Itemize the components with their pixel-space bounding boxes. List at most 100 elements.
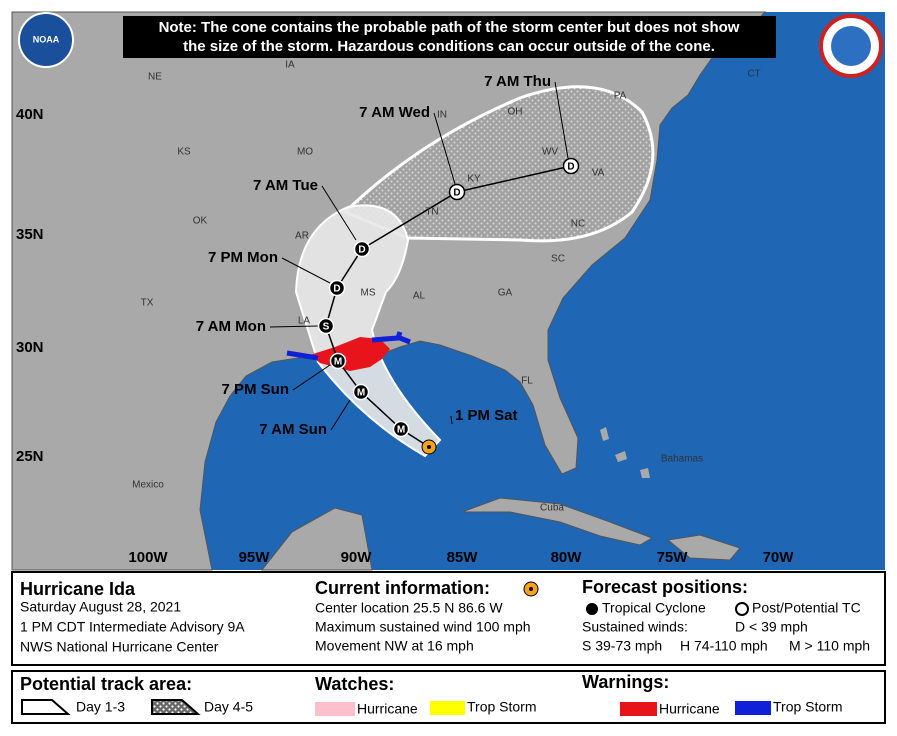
leader-line: [269, 325, 319, 328]
note-line: the size of the storm. Hazardous conditi…: [183, 38, 715, 55]
lat-label: 30N: [16, 339, 44, 356]
region-label: AL: [413, 291, 426, 302]
office: NWS National Hurricane Center: [20, 639, 219, 655]
movement: Movement NW at 16 mph: [315, 638, 474, 654]
post-tc-icon: [735, 602, 749, 616]
hurricane-warning-swatch: [620, 702, 657, 716]
hurricane-warning-label: Hurricane: [659, 701, 720, 717]
center-location: Center location 25.5 N 86.6 W: [315, 600, 503, 616]
region-label: GA: [498, 288, 513, 299]
leader-line: [450, 415, 453, 425]
lon-label: 100W: [128, 549, 168, 566]
region-label: LA: [298, 316, 311, 327]
lon-label: 95W: [239, 549, 271, 566]
region-label: NE: [148, 72, 162, 83]
leader-line: [321, 185, 357, 241]
region-label: Bahamas: [661, 454, 703, 465]
region-label: SC: [551, 254, 565, 265]
bahamas: [600, 427, 650, 478]
forecast-symbol: M: [397, 425, 405, 436]
forecast-time: 7 PM Mon: [208, 249, 278, 266]
lat-label: 40N: [16, 106, 44, 123]
region-label: Cuba: [540, 503, 564, 514]
ts-warning-label: Trop Storm: [773, 699, 843, 715]
forecast-point: [329, 352, 347, 370]
leader-line: [330, 399, 351, 431]
storm-name: Hurricane Ida: [20, 579, 136, 599]
ts-warning-swatch: [735, 701, 771, 715]
sustained-winds: Sustained winds:: [582, 619, 688, 635]
hispaniola: [666, 534, 741, 561]
forecast-point: [353, 240, 371, 258]
region-label: WV: [542, 147, 558, 158]
region-label: OK: [193, 216, 208, 227]
tc-label: Tropical Cyclone: [602, 600, 706, 616]
forecast-time: 1 PM Sat: [455, 407, 518, 424]
forecast-time: 7 AM Sun: [259, 421, 327, 438]
day45-icon: [151, 699, 201, 715]
forecast-time: 7 AM Thu: [484, 73, 551, 90]
note-line: Note: The cone contains the probable pat…: [159, 19, 740, 36]
lon-label: 70W: [763, 549, 795, 566]
cuba: [461, 497, 654, 546]
note-box: [123, 16, 776, 58]
forecast-symbol: D: [333, 284, 340, 295]
lon-label: 80W: [551, 549, 583, 566]
region-label: TN: [425, 207, 438, 218]
nws-logo-center: [831, 26, 871, 66]
hurricane-watch-label: Hurricane: [357, 701, 418, 717]
wind-m: M > 110 mph: [789, 638, 870, 654]
region-label: MS: [361, 288, 376, 299]
region-label: MO: [297, 147, 313, 158]
day45-label: Day 4-5: [204, 699, 253, 715]
track-area-heading: Potential track area:: [20, 674, 192, 694]
ts-watch-swatch: [430, 701, 465, 715]
tropical-storm-warning: [286, 331, 411, 361]
forecast-symbol: M: [357, 388, 365, 399]
forecast-symbol: D: [358, 245, 365, 256]
storm-date: Saturday August 28, 2021: [20, 599, 181, 615]
forecast-symbol: M: [334, 357, 342, 368]
region-label: NC: [571, 219, 585, 230]
region-label: VA: [592, 168, 605, 179]
region-label: AR: [295, 231, 309, 242]
yucatan: [260, 507, 373, 571]
day13-icon: [21, 699, 71, 715]
tc-icon: [586, 603, 598, 615]
leader-line: [554, 81, 569, 159]
region-label: TX: [141, 298, 154, 309]
forecast-point: [328, 279, 346, 297]
advisory: 1 PM CDT Intermediate Advisory 9A: [20, 619, 245, 635]
current-icon-dot: [529, 587, 533, 591]
hurricane-watch-swatch: [315, 702, 355, 716]
forecast-point: [352, 383, 370, 401]
day13-label: Day 1-3: [76, 699, 125, 715]
forecast-symbol: D: [453, 188, 460, 199]
info-panel: [11, 571, 886, 666]
region-label: OH: [508, 107, 523, 118]
watches-heading: Watches:: [315, 674, 394, 694]
region-label: IN: [437, 110, 447, 121]
forecast-time: 7 AM Wed: [359, 104, 430, 121]
region-label: CT: [747, 69, 760, 80]
forecast-point: [392, 420, 410, 438]
leader-line: [433, 112, 456, 185]
forecast-time: 7 AM Mon: [196, 318, 266, 335]
forecast-symbol: D: [567, 162, 574, 173]
noaa-logo-text: NOAA: [33, 34, 60, 44]
lon-label: 90W: [341, 549, 373, 566]
forecast-time: 7 PM Sun: [221, 381, 289, 398]
wind-d: D < 39 mph: [735, 619, 808, 635]
forecast-heading: Forecast positions:: [582, 577, 748, 597]
region-label: Mexico: [132, 480, 164, 491]
region-label: IA: [285, 60, 295, 71]
post-tc-label: Post/Potential TC: [752, 600, 861, 616]
forecast-point: [448, 183, 466, 201]
noaa-logo: [18, 12, 74, 68]
region-label: KS: [177, 147, 191, 158]
cone-day-4-5: [342, 85, 655, 243]
lon-label: 75W: [657, 549, 689, 566]
current-position-dot: [427, 445, 431, 449]
leader-line: [281, 257, 331, 284]
